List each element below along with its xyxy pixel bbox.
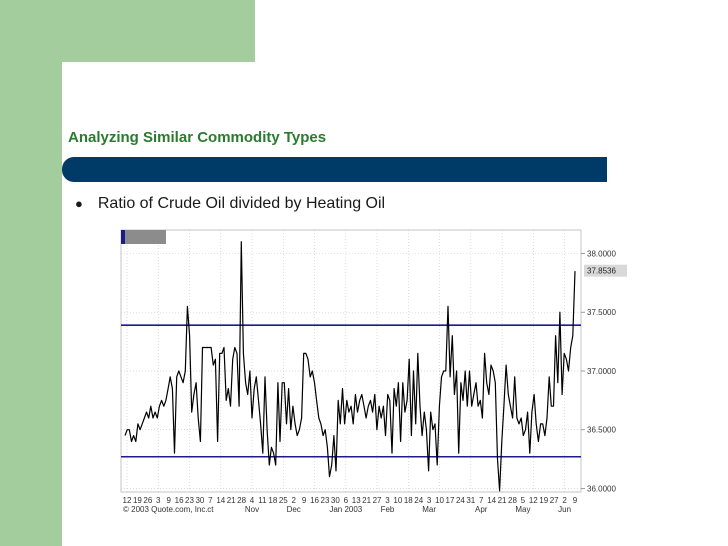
x-tick-label: 14 [216, 496, 225, 505]
x-tick-label: 11 [258, 496, 267, 505]
title-bar [62, 157, 607, 182]
x-tick-label: 21 [227, 496, 236, 505]
y-tick-label: 36.5000 [587, 426, 616, 435]
x-tick-label: 3 [385, 496, 390, 505]
x-month-label: Jan 2003 [329, 505, 362, 514]
x-tick-label: 26 [143, 496, 152, 505]
decor-green-left [0, 0, 62, 546]
x-tick-label: 23 [321, 496, 330, 505]
x-tick-label: 2 [562, 496, 567, 505]
price-series [124, 241, 576, 492]
x-tick-label: 25 [279, 496, 288, 505]
x-tick-label: 12 [123, 496, 132, 505]
x-tick-label: 13 [352, 496, 361, 505]
legend-box [121, 230, 166, 244]
slide-title: Analyzing Similar Commodity Types [68, 129, 327, 146]
legend-swatch [121, 230, 125, 244]
bullet-text: Ratio of Crude Oil divided by Heating Oi… [97, 195, 386, 212]
x-tick-label: 24 [414, 496, 423, 505]
x-tick-label: 10 [393, 496, 402, 505]
x-tick-label: 21 [362, 496, 371, 505]
chart-grid [120, 229, 582, 493]
ratio-chart: 36.0000 36.5000 37.0000 37.5000 38.0000 37.85… [120, 229, 627, 514]
x-tick-label: 14 [487, 496, 496, 505]
y-tick-label: 38.0000 [587, 249, 616, 258]
x-tick-label: 19 [539, 496, 548, 505]
x-tick-label: 16 [310, 496, 319, 505]
x-tick-label: 27 [550, 496, 559, 505]
x-month-label: May [515, 505, 530, 514]
last-value-label: 37.8536 [587, 267, 616, 276]
y-tick-label: 36.0000 [587, 484, 616, 493]
y-axis: 36.0000 36.5000 37.0000 37.5000 38.0000 37.85… [581, 249, 627, 493]
x-tick-label: 7 [208, 496, 213, 505]
x-tick-label: 30 [331, 496, 340, 505]
copyright-text: © 2003 Quote.com, Inc. [123, 505, 208, 514]
x-tick-label: 17 [446, 496, 455, 505]
x-tick-label: 18 [268, 496, 277, 505]
channel-lines [121, 324, 581, 458]
y-tick-label: 37.0000 [587, 367, 616, 376]
x-month-label: Nov [245, 505, 259, 514]
x-tick-label: 12 [529, 496, 538, 505]
x-tick-label: 4 [250, 496, 255, 505]
x-tick-label: 28 [508, 496, 517, 505]
x-tick-label: 28 [237, 496, 246, 505]
x-tick-label: 27 [373, 496, 382, 505]
x-tick-label: 5 [521, 496, 526, 505]
x-tick-label: 9 [166, 496, 171, 505]
bullet-item: ● Ratio of Crude Oil divided by Heating O… [75, 195, 385, 213]
x-month-label: Mar [422, 505, 436, 514]
x-tick-label: 30 [195, 496, 204, 505]
x-tick-label: 6 [344, 496, 349, 505]
x-tick-label: 31 [466, 496, 475, 505]
x-tick-label: 9 [302, 496, 307, 505]
x-tick-label: 23 [185, 496, 194, 505]
x-month-label: Dec [287, 505, 301, 514]
bullet-dot-icon: ● [75, 196, 83, 211]
x-tick-label: 10 [435, 496, 444, 505]
x-tick-label: 21 [498, 496, 507, 505]
x-tick-label: 18 [404, 496, 413, 505]
x-month-label: Feb [381, 505, 395, 514]
x-tick-label: 3 [156, 496, 161, 505]
x-tick-label: 16 [175, 496, 184, 505]
x-month-label: ct [207, 505, 214, 514]
last-value-box [584, 264, 627, 277]
x-month-label: Apr [475, 505, 488, 514]
x-tick-label: 3 [427, 496, 432, 505]
x-tick-label: 9 [573, 496, 578, 505]
x-tick-label: 24 [456, 496, 465, 505]
y-tick-label: 37.5000 [587, 308, 616, 317]
x-tick-label: 19 [133, 496, 142, 505]
series-line [124, 241, 576, 492]
plot-frame [120, 229, 582, 493]
x-month-label: Jun [558, 505, 571, 514]
x-tick-label: 7 [479, 496, 484, 505]
x-tick-label: 2 [291, 496, 296, 505]
x-axis: 12 19 26 3 9 16 23 30 7 14 21 28 4 11 18 25 2 9 16 23 30 6 13 2… [123, 496, 578, 514]
